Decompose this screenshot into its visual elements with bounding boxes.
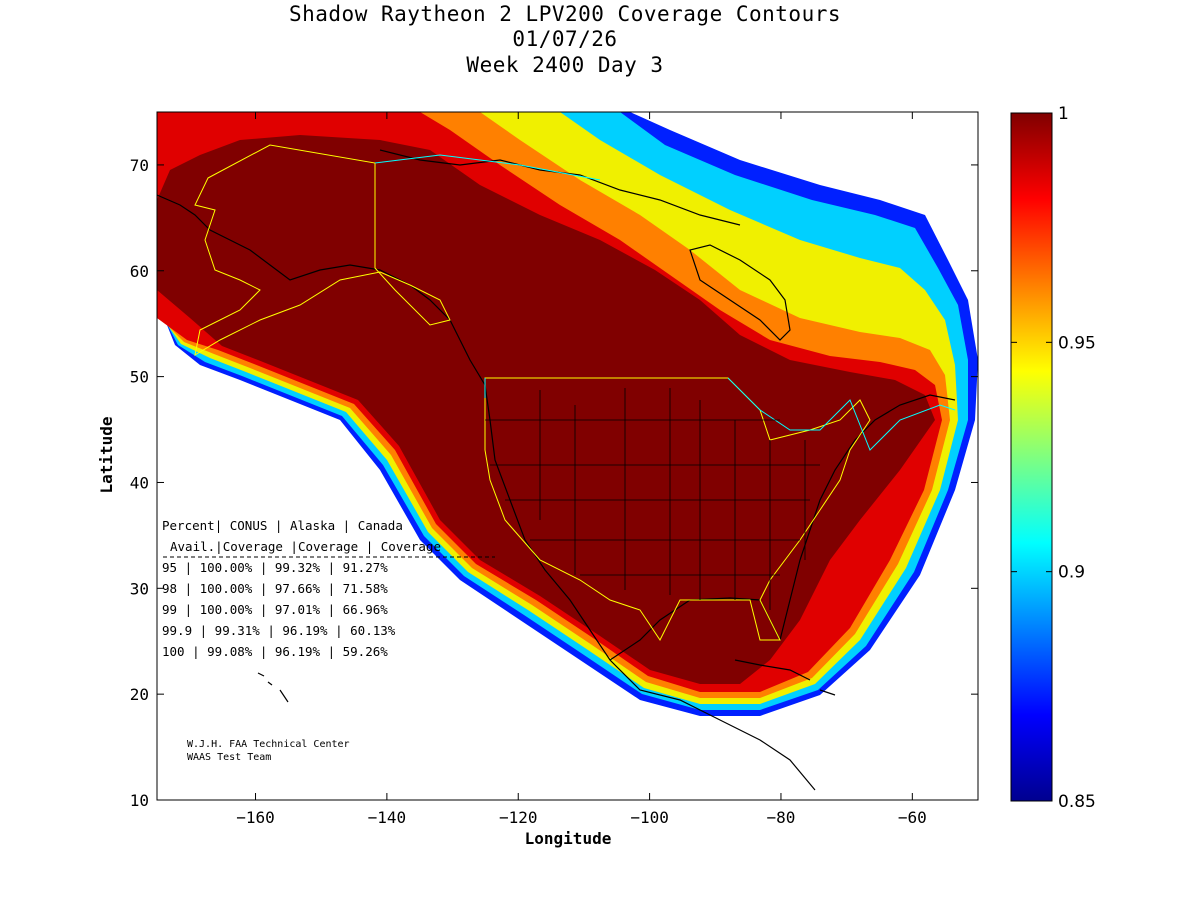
header-percent: Percent [162,518,215,533]
chart-title: Shadow Raytheon 2 LPV200 Coverage Contou… [288,2,841,26]
credit-block: W.J.H. FAA Technical Center WAAS Test Te… [187,739,350,763]
header-coverage-conus: Coverage [223,539,283,554]
y-tick-label: 10 [130,791,149,810]
header-avail: Avail. [170,539,215,554]
y-axis-label: Latitude [97,416,116,493]
table-row: 98 | 100.00% | 97.66% | 71.58% [162,581,388,596]
hawaii-islands [257,672,289,703]
y-tick-label: 40 [130,473,149,492]
alaska-coast [157,194,461,341]
atlantic-coast [779,394,956,641]
us-state-lines [485,388,820,610]
coverage-band-core [157,135,935,684]
y-axis-ticks: 10 20 30 40 50 60 70 [130,156,978,810]
coverage-contours [157,112,978,716]
caribbean-islands [734,659,836,696]
x-axis-ticks: −160 −140 −120 −100 −80 −60 [236,112,927,827]
y-tick-label: 30 [130,579,149,598]
y-tick-label: 70 [130,156,149,175]
table-rows: 95 | 100.00% | 99.32% | 91.27% 98 | 100.… [162,560,396,659]
alaska-boundary [194,144,451,357]
canada-boundary [374,154,956,451]
table-row: 100 | 99.08% | 96.19% | 59.26% [162,644,388,659]
pacific-coast [459,339,816,791]
header-alaska: Alaska [290,518,335,533]
hudson-bay [689,244,791,341]
y-tick-label: 20 [130,685,149,704]
colorbar-tick-label: 0.9 [1058,563,1085,583]
y-tick-label: 60 [130,262,149,281]
header-conus: CONUS [230,518,268,533]
colorbar-tick-label: 1 [1058,104,1069,124]
political-boundaries [194,144,956,641]
x-tick-label: −80 [767,808,796,827]
credit-line-1: W.J.H. FAA Technical Center [187,739,350,750]
table-header-1: Percent| CONUS | Alaska | Canada [162,518,403,533]
x-tick-label: −100 [630,808,669,827]
table-header-2: Avail.|Coverage |Coverage | Coverage [170,539,441,554]
x-tick-label: −120 [499,808,538,827]
colorbar-tick-label: 0.85 [1058,792,1096,812]
table-row: 99 | 100.00% | 97.01% | 66.96% [162,602,388,617]
coverage-stats-table: Percent| CONUS | Alaska | Canada Avail.|… [162,518,495,659]
plot-frame [156,111,979,801]
chart-date: 01/07/26 [512,27,618,51]
state-lines-parallels [485,419,820,576]
x-axis-label: Longitude [525,829,612,848]
credit-line-2: WAAS Test Team [187,752,271,763]
colorbar-ticks: 1 0.95 0.9 0.85 [1011,104,1096,812]
y-tick-label: 50 [130,368,149,387]
header-canada: Canada [358,518,403,533]
colorbar [1010,112,1053,802]
x-tick-label: −60 [898,808,927,827]
table-row: 99.9 | 99.31% | 96.19% | 60.13% [162,623,396,638]
header-coverage-canada: Coverage [381,539,441,554]
header-coverage-alaska: Coverage [298,539,358,554]
chart-week-day: Week 2400 Day 3 [466,53,664,77]
table-row: 95 | 100.00% | 99.32% | 91.27% [162,560,388,575]
x-tick-label: −160 [236,808,275,827]
x-tick-label: −140 [368,808,407,827]
colorbar-tick-label: 0.95 [1058,333,1096,353]
